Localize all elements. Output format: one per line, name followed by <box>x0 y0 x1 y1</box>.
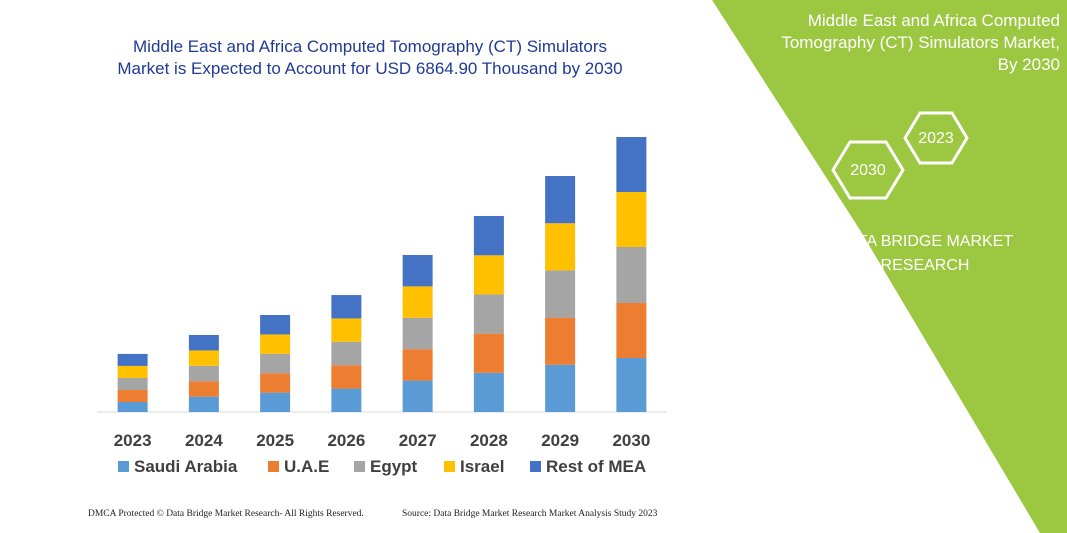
bar-segment <box>331 388 362 412</box>
bar-segment <box>473 294 504 334</box>
bar-segment <box>331 341 362 366</box>
bar-segment <box>473 333 504 373</box>
bar-segment <box>402 349 433 381</box>
bar-segment <box>188 335 219 351</box>
x-tick-label: 2028 <box>470 431 508 450</box>
bar-segment <box>473 216 504 256</box>
legend-label: Rest of MEA <box>546 457 646 476</box>
bar-segment <box>545 176 576 224</box>
bar-segment <box>117 377 148 390</box>
hexagon <box>903 111 969 165</box>
bar-segment <box>117 365 148 378</box>
x-tick-label: 2030 <box>612 431 650 450</box>
plot-area: 2023 2024 2025 2026 2027 2028 2029 2030 Saudi Ar… <box>97 137 667 476</box>
legend-label: Saudi Arabia <box>134 457 238 476</box>
bar-segment <box>117 353 148 366</box>
bar-segment <box>260 373 291 393</box>
x-tick-label: 2023 <box>114 431 152 450</box>
x-tick-label: 2025 <box>256 431 294 450</box>
x-tick-label: 2026 <box>327 431 365 450</box>
legend-swatch <box>444 461 455 472</box>
brand: DATA BRIDGE MARKET RESEARCH <box>836 233 1014 274</box>
bar-segment <box>331 295 362 319</box>
bar-segment <box>117 401 148 412</box>
bar-segment <box>473 255 504 295</box>
bar-segment <box>616 137 647 192</box>
bar-segment <box>188 381 219 397</box>
bar-segment <box>402 255 433 287</box>
bar-segment <box>260 315 291 335</box>
bar-segment <box>616 358 647 412</box>
bar-segment <box>545 317 576 365</box>
bar-segment <box>402 380 433 412</box>
bar-segment <box>616 192 647 247</box>
chart-title: Middle East and Africa Computed Tomograp… <box>117 37 623 78</box>
legend-label: Israel <box>460 457 504 476</box>
bar-segment <box>402 286 433 318</box>
bar-segment <box>331 318 362 342</box>
legend-swatch <box>118 461 129 472</box>
x-tick-label: 2027 <box>399 431 437 450</box>
bar-segment <box>260 392 291 412</box>
bar-segment <box>260 353 291 374</box>
bar-segment <box>473 372 504 412</box>
bar-segment <box>545 223 576 271</box>
footer-right: Source: Data Bridge Market Research Mark… <box>402 509 658 519</box>
footer-left: DMCA Protected © Data Bridge Market Rese… <box>88 509 364 519</box>
bar-segment <box>188 396 219 412</box>
legend-label: U.A.E <box>284 457 329 476</box>
bar-segment <box>545 270 576 318</box>
legend-swatch <box>354 461 365 472</box>
bar-segment <box>117 389 148 402</box>
bar-segment <box>402 317 433 350</box>
bar-segment <box>616 303 647 359</box>
x-tick-label: 2024 <box>185 431 223 450</box>
x-tick-label: 2029 <box>541 431 579 450</box>
legend-label: Egypt <box>370 457 418 476</box>
bar-segment <box>331 365 362 389</box>
bar-segment <box>616 247 647 304</box>
bar-segment <box>188 365 219 382</box>
bar-segment <box>545 364 576 412</box>
hexagon-label: 2023 <box>918 130 954 147</box>
hexagon-label: 2030 <box>850 162 886 179</box>
side-title: Middle East and Africa Computed Tomograp… <box>781 11 1060 74</box>
bar-segment <box>260 334 291 354</box>
side-background <box>712 0 1067 533</box>
bar-segment <box>188 350 219 366</box>
legend-swatch <box>530 461 541 472</box>
hexagon <box>831 140 905 200</box>
legend-swatch <box>268 461 279 472</box>
